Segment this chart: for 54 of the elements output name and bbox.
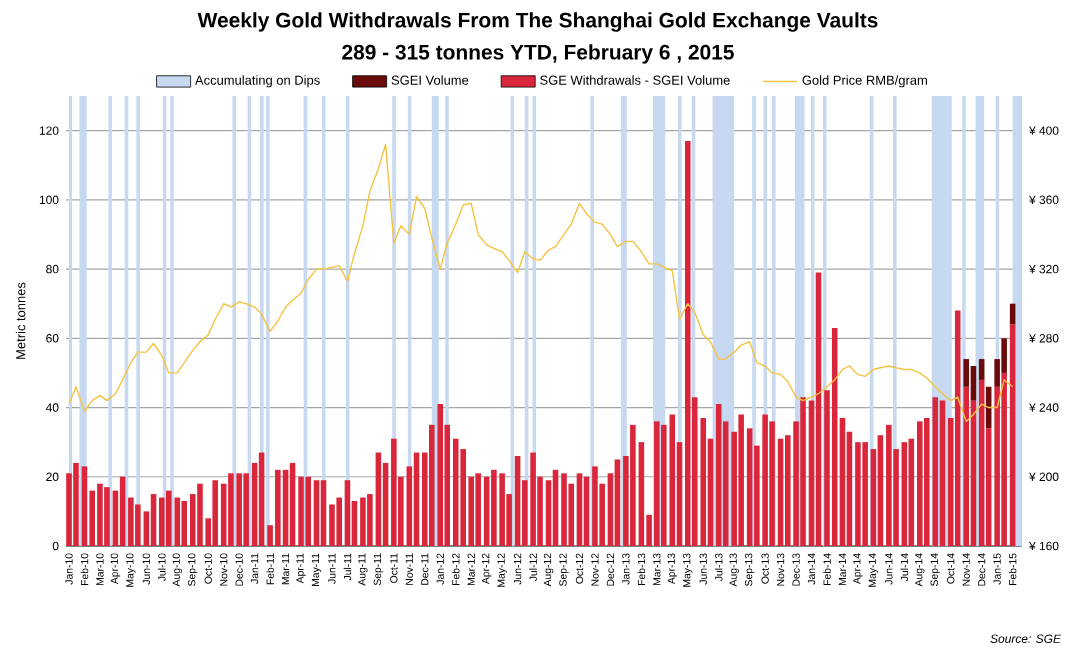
bar: [437, 404, 444, 546]
bar: [97, 483, 103, 546]
bar: [212, 480, 218, 546]
bar: [800, 397, 806, 546]
bar: [73, 462, 79, 546]
bar: [970, 365, 977, 401]
bar: [236, 473, 242, 546]
bar: [275, 469, 281, 546]
bar: [715, 404, 722, 546]
bar: [135, 504, 141, 546]
bar: [592, 466, 598, 546]
bar: [282, 469, 289, 546]
bar: [552, 469, 559, 546]
bar: [104, 487, 110, 546]
bar: [917, 421, 923, 546]
bar: [181, 501, 188, 546]
bar: [313, 480, 320, 546]
bar: [81, 466, 88, 546]
bar: [166, 490, 172, 546]
bar: [320, 480, 327, 546]
bar: [530, 452, 536, 546]
bar: [499, 473, 505, 546]
bar: [197, 483, 203, 546]
bar: [491, 469, 497, 546]
line-series: [68, 143, 1014, 423]
bar: [654, 421, 660, 546]
bar: [738, 414, 744, 546]
bar: [305, 476, 312, 546]
bar: [1009, 324, 1016, 546]
bar: [475, 473, 481, 546]
bar: [576, 473, 583, 546]
bar: [939, 400, 946, 546]
bar: [514, 456, 521, 546]
bar: [561, 473, 567, 546]
bar: [483, 476, 490, 546]
bar: [769, 421, 775, 546]
bar: [831, 327, 838, 546]
bar: [228, 473, 234, 546]
bar: [391, 438, 397, 546]
bar: [630, 424, 636, 546]
bar: [289, 462, 296, 546]
bar: [360, 497, 366, 546]
bar: [614, 459, 621, 546]
bar: [174, 497, 181, 546]
bar: [344, 480, 351, 546]
bar: [150, 494, 157, 546]
bar: [901, 442, 908, 546]
chart-title: Weekly Gold Withdrawals From The Shanghai Gold Exchange Vaults: [197, 12, 878, 32]
bar: [862, 442, 868, 546]
chart-subtitle: 289 - 315 tonnes YTD, February 6 , 2015: [342, 44, 734, 64]
bar: [669, 414, 676, 546]
bar: [159, 497, 165, 546]
bar: [932, 397, 939, 546]
bar: [886, 424, 892, 546]
